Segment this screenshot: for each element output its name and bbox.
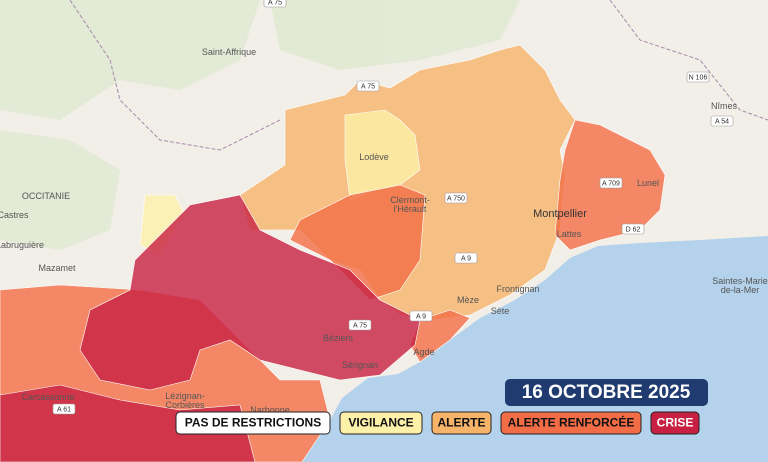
road-shield (444, 192, 468, 204)
place-labels: Saint-Affrique Nîmes Lodève Clermont-l'Héra… (0, 47, 768, 415)
place-line: OCCITANIE (22, 191, 70, 201)
road-label: A 750 (447, 195, 465, 202)
legend-swatch (650, 411, 700, 435)
road-label: A 54 (715, 118, 729, 125)
legend-label: ALERTE (438, 416, 486, 430)
road-label: N 106 (689, 74, 708, 81)
place-line: Mazamet (38, 263, 76, 273)
place-label: Frontignan (496, 284, 539, 294)
place-line: Lézignan- (165, 391, 205, 401)
place-label: Saintes-Marie de-la-Mer (712, 276, 768, 295)
place-label: Castres (0, 210, 29, 220)
place-line: Lodève (359, 152, 389, 162)
legend-label: PAS DE RESTRICTIONS (185, 416, 321, 430)
legend-label: CRISE (657, 416, 694, 430)
legend-swatch (339, 411, 423, 435)
place-label: Saint-Affrique (202, 47, 256, 57)
road-label: A 75 (361, 83, 375, 90)
place-line: Saintes-Marie (712, 276, 768, 286)
place-line: de-la-Mer (721, 285, 760, 295)
place-line: Sérignan (342, 360, 378, 370)
vegetation (0, 0, 520, 250)
place-line: Frontignan (496, 284, 539, 294)
road-label: A 75 (353, 322, 367, 329)
place-line: Mèze (457, 295, 479, 305)
place-line: Clermont- (390, 195, 430, 205)
place-label: Béziers (323, 333, 354, 343)
place-label: Lézignan-Corbières (165, 391, 205, 410)
place-label: Agde (413, 347, 434, 357)
legend-swatch (175, 411, 331, 435)
place-line: Lunel (637, 178, 659, 188)
road-label: A 61 (57, 406, 71, 413)
place-label: Montpellier (533, 208, 587, 220)
legend: PAS DE RESTRICTIONS VIGILANCE ALERTE ALERTE… (175, 411, 700, 435)
place-label: Sérignan (342, 360, 378, 370)
place-line: Agde (413, 347, 434, 357)
region (79, 194, 421, 391)
road-shield (621, 223, 645, 235)
place-label: Narbonne (250, 405, 290, 415)
place-line: l'Hérault (394, 204, 427, 214)
road-labels: A 75 A 75 N 106 A 54 A 709 A 750 D 62 A 9 A 9 A 7… (52, 0, 734, 415)
place-label: Lattes (557, 229, 582, 239)
place-label: Lodève (359, 152, 389, 162)
place-line: Labruguière (0, 240, 44, 250)
legend-label: VIGILANCE (348, 416, 413, 430)
place-label: Labruguière (0, 240, 44, 250)
road-shield (599, 177, 623, 189)
place-label: Mazamet (38, 263, 76, 273)
region (289, 184, 426, 301)
place-line: Castres (0, 210, 29, 220)
place-label: Sète (491, 306, 510, 316)
place-line: Corbières (165, 400, 205, 410)
legend-swatch (431, 411, 492, 435)
place-label: Clermont-l'Hérault (390, 195, 430, 214)
road-shield (710, 115, 734, 127)
road-shield (409, 310, 433, 322)
region (344, 109, 421, 201)
place-label: Nîmes (711, 101, 738, 111)
place-label: OCCITANIE (22, 191, 70, 201)
date-title: 16 OCTOBRE 2025 (522, 382, 691, 403)
place-line: Saint-Affrique (202, 47, 256, 57)
place-line: Montpellier (533, 208, 587, 220)
place-label: Lunel (637, 178, 659, 188)
place-line: Lattes (557, 229, 582, 239)
road-shield (686, 71, 710, 83)
road-shield (52, 403, 76, 415)
place-label: Mèze (457, 295, 479, 305)
borders (69, 0, 768, 151)
place-label: Carcassonne (21, 392, 74, 402)
date-box (505, 379, 708, 406)
road-shield (454, 252, 478, 264)
place-line: Nîmes (711, 101, 738, 111)
place-line: Narbonne (250, 405, 290, 415)
legend-label: ALERTE RENFORCÉE (508, 415, 635, 430)
road-label: A 75 (268, 0, 282, 6)
place-line: Sète (491, 306, 510, 316)
road-label: D 62 (626, 226, 641, 233)
road-shield (348, 319, 372, 331)
legend-swatch (500, 411, 642, 435)
road-label: A 709 (602, 180, 620, 187)
place-line: Béziers (323, 333, 354, 343)
road-label: A 9 (416, 313, 426, 320)
road-label: A 9 (461, 255, 471, 262)
road-shield (356, 80, 380, 92)
place-line: Carcassonne (21, 392, 74, 402)
road-shield (263, 0, 287, 8)
